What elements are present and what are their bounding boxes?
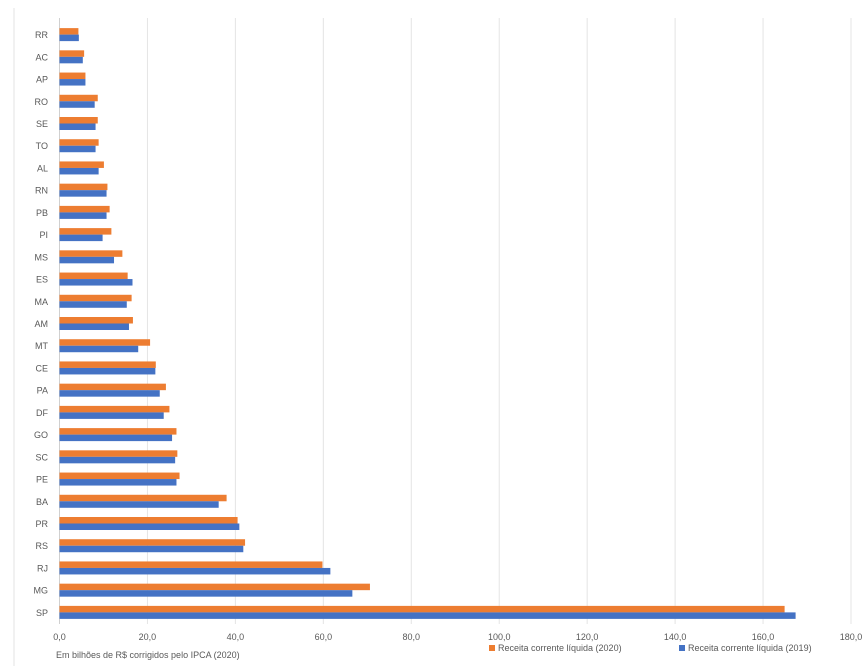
category-label: CE	[35, 363, 48, 373]
category-label: RN	[35, 186, 48, 196]
x-tick-label: 160,0	[752, 632, 775, 642]
bar-se-2019	[59, 123, 96, 130]
bar-sp-2020	[59, 605, 785, 613]
bar-df-2020	[59, 405, 170, 413]
legend-swatch-2019	[679, 645, 685, 651]
bar-pa-2019	[59, 390, 160, 397]
bar-ms-2020	[59, 250, 123, 257]
bar-es-2020	[59, 272, 128, 280]
x-tick-label: 100,0	[488, 632, 511, 642]
bar-go-2019	[59, 434, 173, 442]
bar-pr-2020	[59, 517, 238, 524]
bar-ba-2019	[59, 501, 219, 508]
category-label: AC	[35, 52, 48, 62]
bar-df-2019	[59, 412, 164, 419]
x-tick-label: 20,0	[139, 632, 157, 642]
category-label: MA	[35, 297, 49, 307]
bar-pe-2020	[59, 472, 180, 480]
category-label: RJ	[37, 563, 48, 573]
bar-pe-2019	[59, 479, 177, 486]
bar-ma-2019	[59, 301, 127, 308]
bar-es-2019	[59, 279, 133, 286]
bar-ap-2019	[59, 79, 86, 86]
category-label: DF	[36, 408, 48, 418]
x-tick-label: 120,0	[576, 632, 599, 642]
category-label: PB	[36, 208, 48, 218]
bar-ap-2020	[59, 72, 86, 80]
legend-label-2020: Receita corrente líquida (2020)	[498, 643, 622, 653]
bar-pb-2020	[59, 205, 110, 213]
bar-to-2020	[59, 139, 99, 146]
bar-sc-2019	[59, 456, 176, 464]
bar-rj-2019	[59, 567, 331, 575]
bar-am-2020	[59, 317, 133, 324]
bar-sc-2020	[59, 450, 178, 457]
bar-se-2020	[59, 117, 98, 124]
bar-pi-2019	[59, 234, 103, 242]
bar-mg-2019	[59, 590, 353, 597]
category-label: PI	[39, 230, 48, 240]
category-label: BA	[36, 497, 48, 507]
bar-rn-2019	[59, 190, 107, 197]
category-label: RR	[35, 30, 48, 40]
category-label: MT	[35, 341, 48, 351]
bar-ro-2019	[59, 101, 95, 108]
x-tick-label: 0,0	[53, 632, 66, 642]
category-label: SC	[35, 452, 48, 462]
bar-mt-2019	[59, 345, 139, 353]
bar-rj-2020	[59, 561, 323, 568]
category-label: ES	[36, 275, 48, 285]
bar-ac-2020	[59, 50, 85, 57]
bar-rs-2020	[59, 539, 246, 546]
bar-pa-2020	[59, 383, 166, 391]
legend: Receita corrente líquida (2020) Receita …	[489, 643, 812, 653]
category-label: SE	[36, 119, 48, 129]
bar-mg-2020	[59, 583, 370, 591]
category-label: AL	[37, 163, 48, 173]
bar-ms-2019	[59, 256, 115, 264]
bar-go-2020	[59, 428, 177, 435]
category-label: RS	[35, 541, 48, 551]
bar-al-2019	[59, 167, 99, 175]
category-label: MS	[35, 252, 49, 262]
category-label: TO	[36, 141, 48, 151]
x-tick-label: 60,0	[315, 632, 333, 642]
category-label: PR	[35, 519, 48, 529]
category-label: AM	[35, 319, 49, 329]
x-tick-label: 40,0	[227, 632, 245, 642]
x-tick-label: 140,0	[664, 632, 687, 642]
bar-rs-2019	[59, 545, 244, 553]
bar-to-2019	[59, 145, 96, 153]
x-axis-label: Em bilhões de R$ corrigidos pelo IPCA (2…	[56, 650, 240, 660]
category-label: RO	[35, 97, 49, 107]
category-label: PA	[37, 386, 48, 396]
category-label: GO	[34, 430, 48, 440]
bar-am-2019	[59, 323, 129, 330]
x-tick-label: 180,0	[840, 632, 863, 642]
bar-rr-2019	[59, 34, 79, 42]
bar-ro-2020	[59, 94, 98, 102]
bar-pb-2019	[59, 212, 107, 219]
category-label: PE	[36, 475, 48, 485]
x-tick-label: 80,0	[403, 632, 421, 642]
bar-ma-2020	[59, 294, 132, 302]
bar-rn-2020	[59, 183, 108, 191]
bar-ce-2019	[59, 367, 156, 375]
bar-pi-2020	[59, 228, 112, 235]
bar-sp-2019	[59, 612, 796, 619]
bar-ba-2020	[59, 494, 227, 502]
bar-ce-2020	[59, 361, 156, 368]
bar-rr-2020	[59, 28, 79, 35]
legend-label-2019: Receita corrente líquida (2019)	[688, 643, 812, 653]
legend-swatch-2020	[489, 645, 495, 651]
bar-pr-2019	[59, 523, 240, 530]
bar-al-2020	[59, 161, 104, 168]
category-label: MG	[34, 586, 49, 596]
category-label: AP	[36, 75, 48, 85]
bar-ac-2019	[59, 56, 83, 64]
category-label: SP	[36, 608, 48, 618]
bar-mt-2020	[59, 339, 151, 346]
